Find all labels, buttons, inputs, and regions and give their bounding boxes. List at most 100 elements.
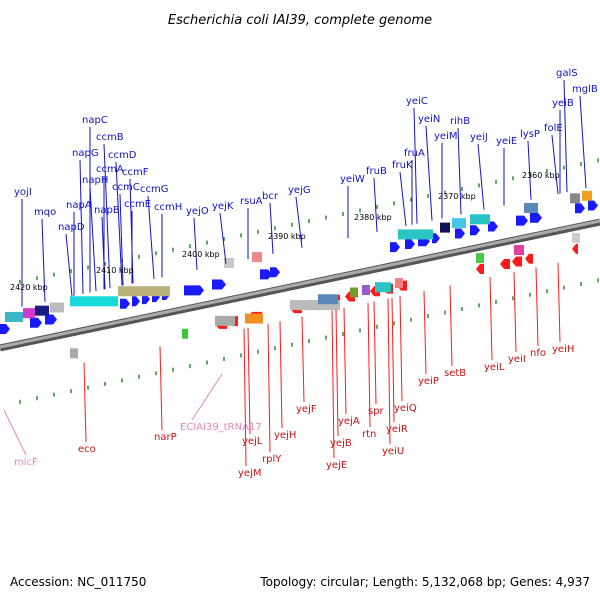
bottom-leader-line [489, 277, 493, 361]
bottom-leader-line [367, 302, 371, 428]
top-leader-line [457, 127, 462, 215]
top-gene-label: ccmF [122, 167, 149, 178]
top-leader-line [527, 140, 532, 200]
bottom-leader-line [301, 316, 305, 403]
top-leader-line [89, 186, 97, 292]
top-gene-label: yeiB [552, 98, 574, 109]
forward-gene-arrow [30, 317, 42, 328]
feature-block [514, 245, 524, 256]
bottom-gene-label: narP [154, 432, 177, 443]
top-leader-line [477, 143, 485, 210]
forward-gene-arrow [184, 285, 204, 296]
bottom-gene-label: spr [368, 406, 385, 417]
top-leader-line [193, 217, 198, 270]
top-gene-label: ccmC [112, 182, 140, 193]
top-gene-label: yeiM [434, 131, 457, 142]
bottom-leader-line [391, 297, 395, 423]
top-gene-label: yeiN [418, 114, 440, 125]
top-gene-label: fruK [392, 160, 413, 171]
top-leader-line [373, 177, 378, 233]
bottom-leader-line [449, 285, 453, 367]
feature-block [440, 222, 450, 233]
bottom-gene-label: yejA [338, 416, 360, 427]
top-leader-line [79, 159, 84, 294]
bottom-gene-label: yeiQ [394, 403, 417, 414]
feature-block [570, 193, 580, 204]
accession-label: Accession: NC_011750 [10, 575, 146, 589]
feature-block [582, 190, 592, 201]
top-gene-label: yeiC [406, 96, 428, 107]
bottom-gene-label: setB [444, 368, 466, 379]
feature-blocks [0, 190, 598, 359]
feature-block [350, 287, 358, 298]
bottom-gene-label: yeiU [382, 446, 404, 457]
forward-gene-arrow [455, 228, 465, 239]
label-leaders [3, 79, 587, 467]
bottom-leader-line [399, 295, 403, 402]
feature-block [375, 282, 391, 293]
bottom-leader-line [387, 298, 391, 445]
bottom-gene-label: rtn [362, 429, 376, 440]
feature-block [252, 252, 262, 263]
feature-block [362, 284, 370, 295]
bottom-gene-label: yeiI [508, 354, 526, 365]
top-gene-label: yejK [212, 201, 234, 212]
bottom-leader-line [513, 272, 517, 353]
rna-gene-label: micF [14, 457, 38, 468]
bottom-gene-label: yeiR [386, 424, 408, 435]
top-gene-label: ccmD [108, 150, 137, 161]
top-gene-label: mqo [34, 207, 56, 218]
top-gene-label: galS [556, 68, 578, 79]
bottom-leader-line [279, 321, 283, 429]
feature-block [290, 300, 340, 311]
top-gene-label: napD [58, 222, 85, 233]
tick-marks [19, 158, 599, 404]
map-title: Escherichia coli IAI39, complete genome [168, 13, 432, 28]
bottom-gene-label: yeiP [418, 376, 439, 387]
forward-gene-arrow [390, 242, 400, 253]
top-gene-label: yeiE [496, 136, 517, 147]
top-gene-label: bcr [262, 191, 279, 202]
bottom-gene-label: yejH [274, 430, 296, 441]
rna-leader-line [3, 409, 27, 456]
genome-summary: Topology: circular; Length: 5,132,068 bp… [259, 575, 590, 589]
feature-block [118, 286, 170, 297]
bottom-leader-line [373, 301, 377, 405]
top-leader-line [129, 178, 134, 284]
top-gene-label: mglB [572, 84, 598, 95]
bottom-gene-label: yejF [296, 404, 317, 415]
reverse-gene-arrow [500, 259, 510, 269]
bottom-gene-label: rplY [262, 454, 282, 465]
bottom-gene-label: nfo [530, 348, 546, 359]
bottom-gene-label: eco [78, 444, 96, 455]
forward-gene-arrow [470, 225, 480, 236]
top-leader-line [65, 233, 73, 297]
kbp-label: 2360 kbp [522, 171, 560, 180]
reverse-gene-arrow [525, 253, 533, 264]
kbp-label: 2390 kbp [268, 232, 306, 241]
kbp-label: 2380 kbp [354, 213, 392, 222]
feature-block [182, 328, 188, 339]
forward-gene-arrow [270, 267, 280, 278]
top-gene-label: lysP [520, 129, 540, 140]
top-gene-label: yejG [288, 185, 311, 196]
top-gene-label: napC [82, 115, 108, 126]
bottom-gene-label: yejM [238, 468, 261, 479]
bottom-leader-line [159, 346, 163, 431]
feature-block [35, 305, 49, 316]
bottom-leader-line [343, 307, 347, 415]
feature-block [318, 294, 338, 305]
rna-leader-line [191, 373, 223, 421]
bottom-gene-label: yeiL [484, 362, 505, 373]
forward-gene-arrow [575, 203, 585, 214]
top-gene-label: fruA [404, 148, 425, 159]
bottom-gene-label: yeiH [552, 344, 574, 355]
top-leader-line [219, 212, 227, 264]
kbp-label: 2410 kbp [96, 266, 134, 275]
top-leader-line [103, 143, 111, 289]
feature-block [452, 218, 466, 229]
feature-block [572, 232, 580, 243]
top-leader-line [41, 218, 46, 302]
bottom-leader-line [423, 290, 427, 375]
